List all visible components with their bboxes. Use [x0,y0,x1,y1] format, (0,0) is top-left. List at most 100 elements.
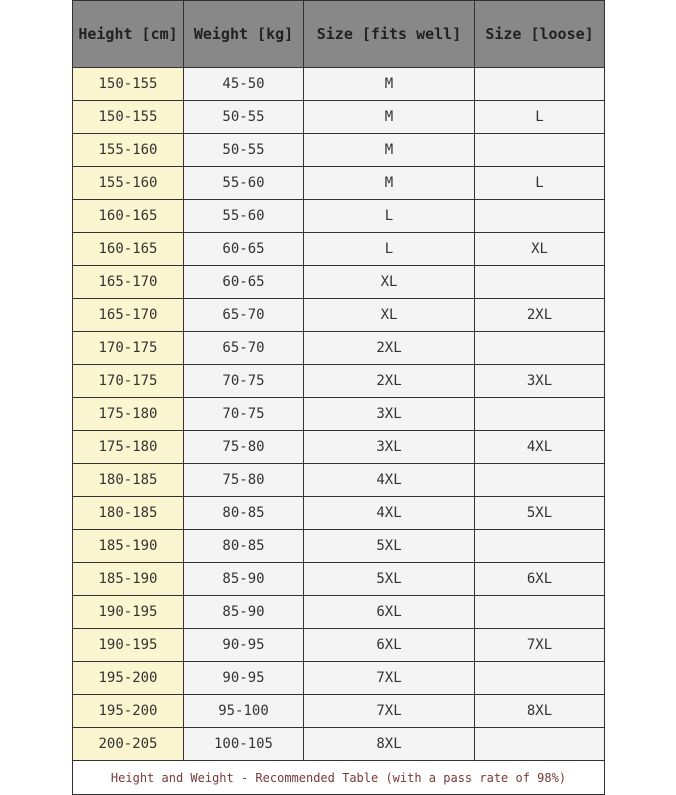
size-fits-well-cell: M [303,133,475,167]
size-loose-cell [474,529,605,563]
table-row: 170-175 65-70 2XL [72,331,605,365]
size-loose-cell: 5XL [474,496,605,530]
weight-cell: 100-105 [183,727,304,761]
size-loose-cell [474,331,605,365]
size-loose-cell: XL [474,232,605,266]
table-row: 150-155 45-50 M [72,67,605,101]
table-row: 155-160 55-60 M L [72,166,605,200]
height-cell: 160-165 [72,199,184,233]
size-fits-well-cell: M [303,100,475,134]
size-fits-well-cell: 2XL [303,331,475,365]
height-cell: 175-180 [72,430,184,464]
table-row: 185-190 80-85 5XL [72,529,605,563]
weight-cell: 75-80 [183,430,304,464]
size-chart-table: Height [cm] Weight [kg] Size [fits well]… [72,0,605,795]
weight-cell: 70-75 [183,397,304,431]
weight-cell: 70-75 [183,364,304,398]
weight-cell: 55-60 [183,199,304,233]
table-row: 190-195 90-95 6XL 7XL [72,628,605,662]
size-fits-well-cell: M [303,166,475,200]
size-fits-well-cell: 2XL [303,364,475,398]
size-loose-cell: L [474,166,605,200]
header-size-fits-well: Size [fits well] [303,0,475,68]
weight-cell: 75-80 [183,463,304,497]
table-row: 180-185 75-80 4XL [72,463,605,497]
size-fits-well-cell: M [303,67,475,101]
table-row: 185-190 85-90 5XL 6XL [72,562,605,596]
height-cell: 185-190 [72,529,184,563]
height-cell: 190-195 [72,595,184,629]
weight-cell: 60-65 [183,232,304,266]
size-loose-cell [474,67,605,101]
size-loose-cell [474,265,605,299]
header-height: Height [cm] [72,0,184,68]
weight-cell: 55-60 [183,166,304,200]
size-loose-cell: 8XL [474,694,605,728]
table-row: 165-170 65-70 XL 2XL [72,298,605,332]
size-loose-cell: L [474,100,605,134]
size-fits-well-cell: L [303,232,475,266]
weight-cell: 85-90 [183,595,304,629]
size-fits-well-cell: 4XL [303,496,475,530]
table-row: 170-175 70-75 2XL 3XL [72,364,605,398]
height-cell: 180-185 [72,496,184,530]
height-cell: 160-165 [72,232,184,266]
size-loose-cell [474,727,605,761]
weight-cell: 45-50 [183,67,304,101]
weight-cell: 80-85 [183,529,304,563]
height-cell: 170-175 [72,331,184,365]
height-cell: 150-155 [72,67,184,101]
weight-cell: 50-55 [183,133,304,167]
table-row: 160-165 60-65 L XL [72,232,605,266]
weight-cell: 90-95 [183,661,304,695]
weight-cell: 85-90 [183,562,304,596]
size-fits-well-cell: XL [303,265,475,299]
size-fits-well-cell: 5XL [303,529,475,563]
table-row: 175-180 70-75 3XL [72,397,605,431]
height-cell: 180-185 [72,463,184,497]
weight-cell: 65-70 [183,331,304,365]
size-fits-well-cell: 6XL [303,628,475,662]
height-cell: 150-155 [72,100,184,134]
header-row: Height [cm] Weight [kg] Size [fits well]… [72,0,605,68]
height-cell: 195-200 [72,661,184,695]
height-cell: 175-180 [72,397,184,431]
size-loose-cell [474,397,605,431]
size-loose-cell [474,199,605,233]
height-cell: 200-205 [72,727,184,761]
size-loose-cell [474,463,605,497]
table-row: 150-155 50-55 M L [72,100,605,134]
size-fits-well-cell: 3XL [303,430,475,464]
footer-row: Height and Weight - Recommended Table (w… [72,760,605,795]
size-loose-cell [474,133,605,167]
size-fits-well-cell: 5XL [303,562,475,596]
height-cell: 170-175 [72,364,184,398]
height-cell: 155-160 [72,133,184,167]
weight-cell: 90-95 [183,628,304,662]
size-fits-well-cell: XL [303,298,475,332]
table-row: 180-185 80-85 4XL 5XL [72,496,605,530]
size-loose-cell [474,595,605,629]
size-loose-cell: 2XL [474,298,605,332]
table-row: 175-180 75-80 3XL 4XL [72,430,605,464]
footer-caption: Height and Weight - Recommended Table (w… [72,760,605,795]
height-cell: 165-170 [72,298,184,332]
table-row: 160-165 55-60 L [72,199,605,233]
height-cell: 155-160 [72,166,184,200]
size-fits-well-cell: 3XL [303,397,475,431]
height-cell: 185-190 [72,562,184,596]
size-loose-cell: 3XL [474,364,605,398]
table-row: 165-170 60-65 XL [72,265,605,299]
weight-cell: 80-85 [183,496,304,530]
table-row: 195-200 90-95 7XL [72,661,605,695]
weight-cell: 65-70 [183,298,304,332]
size-loose-cell: 7XL [474,628,605,662]
table-row: 190-195 85-90 6XL [72,595,605,629]
size-loose-cell [474,661,605,695]
size-loose-cell: 4XL [474,430,605,464]
weight-cell: 60-65 [183,265,304,299]
header-weight: Weight [kg] [183,0,304,68]
size-fits-well-cell: 8XL [303,727,475,761]
weight-cell: 95-100 [183,694,304,728]
weight-cell: 50-55 [183,100,304,134]
